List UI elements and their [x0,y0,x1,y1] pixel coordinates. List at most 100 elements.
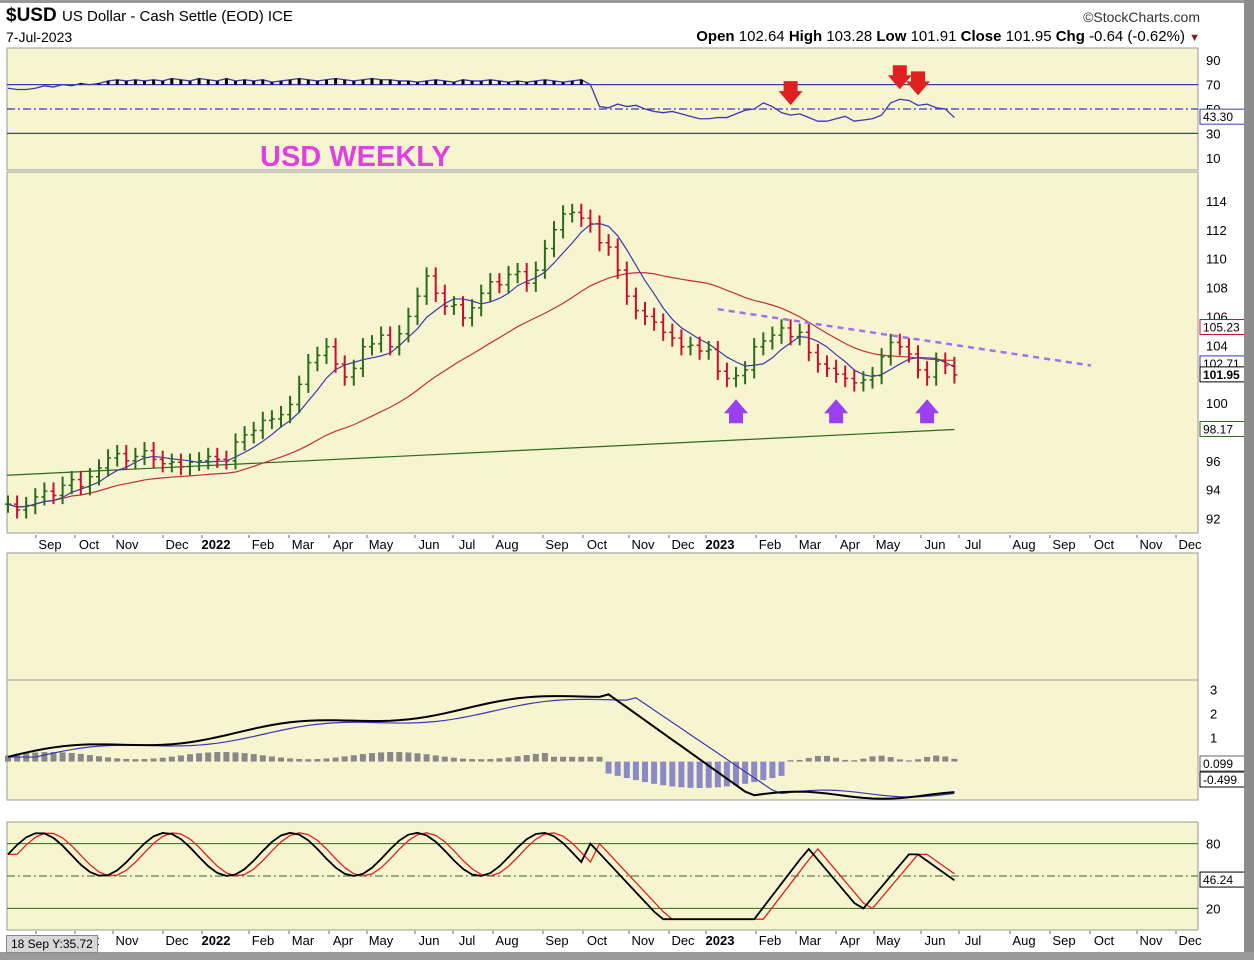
macd-histogram-bar [915,759,921,762]
macd-histogram-bar [560,756,567,762]
x-axis-month-label: Jul [459,933,476,948]
macd-histogram-bar [942,756,949,762]
macd-histogram-bar [196,753,203,762]
x-axis-month-label: Mar [292,537,315,552]
macd-histogram-bar [332,757,339,762]
rsi-tick-label: 70 [1206,78,1220,93]
down-arrow-icon [906,71,930,96]
x-axis-month-label: 2022 [202,933,231,948]
macd-histogram-bar [478,759,485,762]
stoch-last-value: 46.24 [1203,873,1233,887]
macd-histogram-bar [614,761,621,776]
x-axis-month-label: Dec [671,537,695,552]
macd-histogram-bar [796,759,803,762]
x-axis-month-label: Mar [292,933,315,948]
macd-histogram-bar [369,753,375,762]
macd-histogram-bar [851,760,858,762]
price-tick-label: 96 [1206,454,1220,469]
x-axis-month-label: Apr [333,933,354,948]
macd-histogram-bar [605,761,612,774]
x-axis-month-label: Jun [419,933,440,948]
x-axis-month-label: Sep [38,537,61,552]
x-axis-month-label: Jul [459,537,476,552]
top-border [0,0,1254,3]
x-axis-month-label: Apr [840,933,861,948]
macd-histogram-bar [59,752,66,762]
open-value: 102.64 [738,28,785,45]
x-axis-month-label: 2023 [706,537,735,552]
price-last-value: 98.17 [1203,422,1233,436]
macd-histogram-bar [541,752,548,762]
macd-last-value: -0.499 [1203,773,1237,787]
x-axis-month-label: May [876,933,901,948]
macd-histogram-bar [414,753,421,762]
macd-tick-label: 1 [1210,731,1217,746]
price-last-value: 105.23 [1203,321,1240,335]
macd-histogram-bar [5,755,11,762]
macd-histogram-bar [751,761,758,783]
macd-histogram-bar [287,758,294,762]
x-axis-month-label: Oct [1094,537,1115,552]
macd-histogram-bar [132,759,139,762]
macd-histogram-bar [141,759,148,762]
resistance-trendline [717,307,1092,367]
high-label: High [788,28,823,45]
macd-histogram-bar [68,752,75,762]
macd-line [7,693,955,800]
macd-histogram-bar [824,755,830,762]
brand-text: StockCharts.com [1093,9,1200,25]
macd-histogram-bar [278,757,284,762]
x-axis-month-label: Nov [1139,933,1163,948]
chg-value: -0.64 (-0.62%) [1089,28,1185,45]
macd-histogram-bar [514,756,521,762]
macd-histogram-bar [623,761,630,779]
macd-histogram-bar [450,757,457,762]
macd-histogram-bar [878,755,885,762]
macd-histogram-bar [114,758,121,762]
x-axis-month-label: Dec [1178,933,1202,948]
macd-histogram-bar [578,756,585,762]
macd-histogram-bar [887,757,894,762]
macd-histogram-bar [896,759,903,762]
macd-histogram-bar [405,752,412,762]
macd-histogram-bar [814,755,821,762]
macd-histogram-bar [642,761,648,783]
x-axis-month-label: May [369,537,394,552]
stoch-slow-line [8,832,955,920]
macd-histogram-bar [396,752,403,762]
macd-histogram-bar [177,755,184,762]
x-axis-month-label: Apr [840,537,861,552]
brand-label[interactable]: ©StockCharts.com [1083,9,1200,25]
macd-histogram-bar [951,758,958,762]
macd-histogram-bar [341,756,348,762]
macd-histogram-bar [50,752,57,762]
x-axis-month-label: Nov [115,537,139,552]
price-tick-label: 100 [1206,396,1228,411]
open-label: Open [696,28,735,45]
x-axis-month-label: May [876,537,901,552]
x-axis-month-label: Jul [965,933,982,948]
x-axis-month-label: Aug [1012,933,1035,948]
low-value: 101.91 [910,28,957,45]
price-panel [6,171,1199,534]
x-axis-month-label: Aug [495,933,518,948]
x-axis-month-label: May [369,933,394,948]
macd-histogram-bar [241,753,248,762]
macd-histogram-bar [760,761,767,781]
macd-histogram-bar [250,754,257,762]
macd-histogram-bar [259,755,266,762]
x-axis-month-label: Feb [252,933,274,948]
x-axis-month-label: Sep [545,537,568,552]
price-tick-label: 92 [1206,512,1220,527]
rsi-tick-label: 30 [1206,126,1220,141]
macd-histogram-bar [714,761,721,788]
price-tick-label: 94 [1206,483,1220,498]
macd-histogram-bar [232,752,239,762]
x-axis-month-label: Mar [799,933,822,948]
macd-histogram-bar [223,752,230,762]
macd-histogram-bar [168,756,175,762]
macd-histogram-bar [905,760,912,762]
x-axis-month-label: Oct [79,537,100,552]
close-value: 101.95 [1005,28,1052,45]
